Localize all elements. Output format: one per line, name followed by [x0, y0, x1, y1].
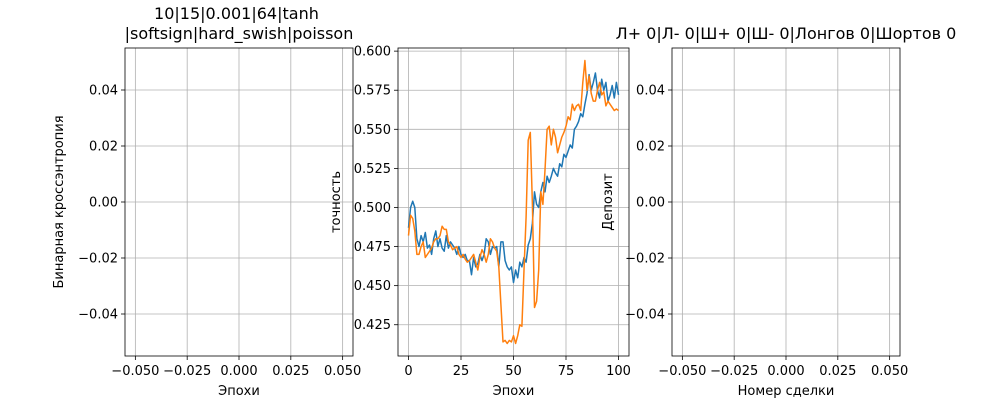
deposit-y-tick-label: −0.04 — [625, 308, 665, 323]
accuracy-x-axis-label: Эпохи — [493, 384, 535, 399]
accuracy-x-tick-label: 75 — [558, 364, 575, 379]
deposit-x-tick-label: 0.050 — [871, 364, 908, 379]
loss-y-tick-label: 0.02 — [89, 140, 118, 155]
accuracy-y-tick-label: 0.450 — [354, 279, 391, 294]
accuracy-y-tick-label: 0.525 — [354, 162, 391, 177]
loss-y-tick-label: 0.04 — [89, 84, 118, 99]
loss-x-tick-label: 0.025 — [272, 364, 309, 379]
deposit-x-tick-label: −0.050 — [658, 364, 706, 379]
loss-x-tick-label: 0.050 — [324, 364, 361, 379]
deposit-y-axis-label: Депозит — [601, 173, 616, 231]
loss-ticks: −0.050 −0.025 0.000 0.025 0.050 −0.04 −0.02 0.0… — [78, 84, 361, 380]
loss-x-tick-label: −0.025 — [163, 364, 211, 379]
loss-title: 10|15|0.001|64|tanh |softsign|hard_swish… — [125, 4, 354, 44]
accuracy-x-tick-label: 0 — [404, 364, 412, 379]
accuracy-x-tick-label: 25 — [453, 364, 470, 379]
accuracy-x-tick-label: 50 — [505, 364, 522, 379]
deposit-grid — [672, 48, 900, 356]
loss-y-tick-label: −0.02 — [78, 252, 118, 267]
deposit-y-tick-label: 0.00 — [636, 196, 665, 211]
accuracy-y-tick-label: 0.575 — [354, 84, 391, 99]
deposit-x-axis-label: Номер сделки — [738, 384, 835, 399]
accuracy-x-tick-label: 100 — [606, 364, 631, 379]
accuracy-panel: 0 25 50 75 100 0.425 0.450 0.475 0.500 0.525 0.550… — [329, 45, 631, 399]
accuracy-train-line — [407, 72, 620, 284]
deposit-x-tick-label: −0.025 — [710, 364, 758, 379]
deposit-x-tick-label: 0.000 — [767, 364, 804, 379]
accuracy-y-tick-label: 0.550 — [354, 123, 391, 138]
loss-title-line: |softsign|hard_swish|poisson — [125, 24, 354, 44]
loss-x-axis-label: Эпохи — [218, 384, 260, 399]
deposit-title: Л+ 0|Л- 0|Ш+ 0|Ш- 0|Лонгов 0|Шортов 0 — [616, 24, 957, 43]
deposit-y-tick-label: −0.02 — [625, 252, 665, 267]
loss-panel: −0.050 −0.025 0.000 0.025 0.050 −0.04 −0.02 0.0… — [52, 4, 361, 399]
loss-x-tick-label: 0.000 — [220, 364, 257, 379]
accuracy-y-tick-label: 0.600 — [354, 45, 391, 60]
loss-y-tick-label: −0.04 — [78, 308, 118, 323]
accuracy-y-tick-label: 0.500 — [354, 201, 391, 216]
deposit-y-tick-label: 0.04 — [636, 84, 665, 99]
accuracy-y-tick-label: 0.425 — [354, 318, 391, 333]
deposit-x-tick-label: 0.025 — [819, 364, 856, 379]
loss-y-axis-label: Бинарная кроссэнтропия — [52, 115, 67, 288]
loss-title-line: 10|15|0.001|64|tanh — [154, 4, 319, 23]
loss-grid — [125, 48, 353, 356]
accuracy-y-axis-label: точность — [329, 171, 344, 233]
accuracy-ticks: 0 25 50 75 100 0.425 0.450 0.475 0.500 0.525 0.550… — [354, 45, 631, 379]
loss-x-tick-label: −0.050 — [111, 364, 159, 379]
accuracy-series — [407, 59, 620, 345]
deposit-y-tick-label: 0.02 — [636, 140, 665, 155]
accuracy-validation-line — [407, 59, 619, 345]
deposit-ticks: −0.050 −0.025 0.000 0.025 0.050 −0.04 −0.02 0.0… — [625, 84, 908, 380]
accuracy-grid — [398, 48, 629, 356]
deposit-panel: −0.050 −0.025 0.000 0.025 0.050 −0.04 −0.02 0.0… — [601, 24, 956, 399]
loss-y-tick-label: 0.00 — [89, 196, 118, 211]
accuracy-y-tick-label: 0.475 — [354, 240, 391, 255]
